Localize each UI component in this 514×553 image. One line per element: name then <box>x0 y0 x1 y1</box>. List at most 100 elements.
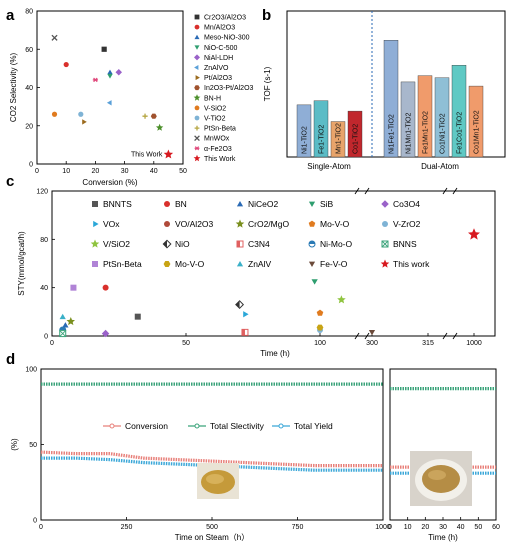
bar-ni1-tio2 <box>296 104 312 158</box>
legend-label-v-zro2: V-ZrO2 <box>393 219 421 229</box>
y-axis-label: TOF (s-1) <box>263 66 272 101</box>
point-mn-al2o3 <box>63 61 69 68</box>
axis-break-mark <box>364 332 370 340</box>
legend-marker-conversion <box>109 423 115 429</box>
legend-label-ni-mo-o: Ni-Mo-O <box>320 239 352 249</box>
annotation-this-work: This Work <box>131 151 163 158</box>
axis-break-mark <box>442 332 448 340</box>
point-niceo2 <box>62 322 69 328</box>
bar-label-fe1mn1-tio2: Fe1Mn1-TiO2 <box>423 111 430 154</box>
x-tick-label: 0 <box>39 524 43 531</box>
point-bn <box>102 284 109 291</box>
photo-powder-highlight <box>206 474 224 484</box>
panel-c-scatter: 0 50 100 300 315 1000 0 40 80 120 Time (h) STY(mmol… <box>17 187 496 358</box>
legend-label-ptsn-beta: PtSn-Beta <box>103 259 142 269</box>
x-axis-label: Time on Steam（h） <box>175 533 249 542</box>
point-nio-fill <box>235 300 240 309</box>
legend-label-ptsn-beta: PtSn-Beta <box>204 126 236 133</box>
point-ni-mo-o-fill <box>59 326 66 330</box>
legend-label-znalv: ZnAlV <box>248 259 271 269</box>
legend-label-meso-nio-300: Meso-NiO-300 <box>204 35 250 42</box>
legend-marker-nio-fill <box>163 240 167 248</box>
x-tick-label: 315 <box>422 340 434 347</box>
y-tick-label: 0 <box>44 334 48 341</box>
x-axis-label: Conversion (%) <box>82 178 137 187</box>
legend-marker-v-zro2 <box>382 221 388 227</box>
legend-marker-mnwox <box>194 135 200 142</box>
legend-label-mn-al2o3: Mn/Al2O3 <box>204 25 235 32</box>
bar-fe1-tio2 <box>313 100 329 158</box>
x-tick-label: 20 <box>421 524 429 531</box>
legend-marker-fe2o3 <box>194 146 200 151</box>
point-c3n4 <box>241 328 249 336</box>
legend-marker-mo-v-o <box>308 220 316 227</box>
point-znalvo <box>106 100 112 106</box>
x-tick-label: 10 <box>62 168 70 175</box>
group-label-dual-atom: Dual-Atom <box>421 162 459 171</box>
point-v-sio2 <box>337 295 346 304</box>
legend-marker-cro2-mgo <box>235 219 245 228</box>
point-in2o3-pt-al2o3 <box>150 113 157 119</box>
point-bn-h <box>155 123 164 131</box>
bar-co1mn1-tio2 <box>468 85 484 158</box>
y-tick-label: 120 <box>36 189 48 196</box>
y-tick-label: 40 <box>25 85 33 92</box>
catalyst-photo-left <box>197 463 239 499</box>
legend-label-mo-v-o: Mo-V-O <box>175 259 205 269</box>
legend-label-total-yield: Total Yield <box>294 421 333 431</box>
point-ptsn-beta <box>70 284 77 291</box>
legend-label-niceo2: NiCeO2 <box>248 199 279 209</box>
bar-label-fe1co1-tio2: Fe1Co1-TiO2 <box>457 112 464 154</box>
group-label-single-atom: Single-Atom <box>307 162 351 171</box>
point-bnnts <box>134 313 141 320</box>
bar-label-co1mn1-tio2: Co1Mn1-TiO2 <box>474 110 481 154</box>
point-mnwox <box>51 34 58 41</box>
point-cr2o3-al2o3 <box>101 46 107 52</box>
legend-marker-bnns-cross <box>381 240 389 248</box>
legend-label-mnwox: MnWOx <box>204 136 230 143</box>
panel-a-frame <box>36 10 184 165</box>
legend-marker-nial-ldh <box>194 54 200 61</box>
legend-label-fe2o3: α-Fe2O3 <box>204 146 232 153</box>
panel-label-c: c <box>6 173 14 190</box>
y-tick-label: 50 <box>29 442 37 449</box>
x-tick-label: 0 <box>388 524 392 531</box>
y-tick-label: 0 <box>29 162 33 169</box>
legend-marker-vo-al2o3 <box>164 221 170 227</box>
x-tick-label: 0 <box>50 340 54 347</box>
x-tick-label: 40 <box>150 168 158 175</box>
point-meso-nio-300 <box>107 69 113 75</box>
legend-marker-total-yield <box>278 423 284 429</box>
point-znalv <box>59 313 66 320</box>
legend-marker-vox <box>93 220 99 228</box>
point-mo-v-o <box>316 324 324 331</box>
point-mo-v-o <box>316 309 324 316</box>
legend-marker-meso-nio-300 <box>194 34 200 40</box>
x-tick-label: 1000 <box>466 340 482 347</box>
legend-label-v-sio2: V-SiO2 <box>204 105 226 112</box>
panel-b-bar-chart: TOF (s-1) Ni1-TiO2 Fe1-TiO2 Mn1-TiO2 Co1-TiO… <box>263 10 506 171</box>
point-c3n4-fill <box>241 329 245 336</box>
point-v-tio2 <box>78 111 84 117</box>
legend-marker-co3o4 <box>381 200 389 208</box>
x-axis-label-right: Time (h) <box>428 533 458 542</box>
point-bnns <box>59 330 67 338</box>
axis-break-mark <box>452 187 458 195</box>
legend-marker-niceo2 <box>236 201 244 207</box>
legend-marker-sib <box>308 201 316 207</box>
legend-label-bn-h: BN-H <box>204 95 221 102</box>
y-tick-label: 0 <box>33 518 37 525</box>
point-co3o4 <box>101 329 110 338</box>
legend-label-nio-c-500: NiO-C-500 <box>204 45 238 52</box>
legend-label-bnns: BNNS <box>393 239 417 249</box>
panel-label-a: a <box>6 7 15 24</box>
legend-marker-v-sio2 <box>90 239 100 248</box>
legend-label-v-tio2: V-TiO2 <box>204 116 226 123</box>
legend-label-bnnts: BNNTS <box>103 199 132 209</box>
y-axis-label: STY(mmol/gcat/h) <box>17 231 26 296</box>
legend-marker-bnnts <box>92 201 98 207</box>
point-fe-v-o <box>368 330 376 336</box>
legend-label-conversion: Conversion <box>125 421 168 431</box>
legend-label-znalvo: ZnAlVO <box>204 65 229 72</box>
